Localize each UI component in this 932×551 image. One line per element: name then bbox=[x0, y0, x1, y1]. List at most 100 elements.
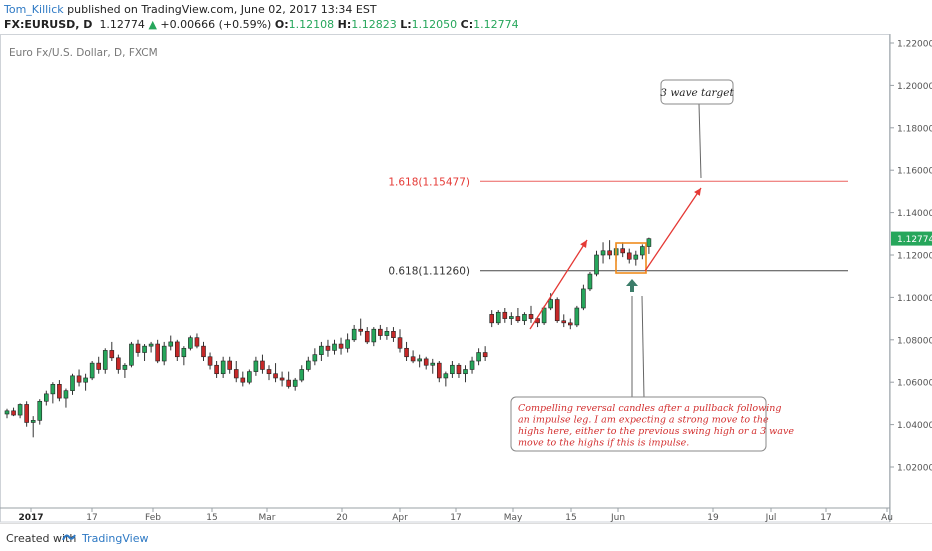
candle-body bbox=[305, 360, 311, 370]
candle-body bbox=[175, 341, 180, 358]
candle-body bbox=[30, 420, 36, 423]
y-tick-label: 1.16000 bbox=[897, 167, 932, 177]
target-callout bbox=[660, 79, 734, 105]
footer-bar: Created with TradingView bbox=[0, 523, 932, 551]
target-callout-text: 3 wave target bbox=[660, 87, 734, 99]
candle-body bbox=[364, 331, 370, 343]
candle-body bbox=[286, 379, 291, 387]
x-tick-label: 15 bbox=[565, 513, 576, 523]
candle-body bbox=[456, 364, 462, 375]
y-tick-label: 1.18000 bbox=[897, 124, 932, 134]
candle-body bbox=[70, 375, 75, 391]
candle-body bbox=[168, 341, 174, 347]
candle-body bbox=[430, 362, 436, 366]
projection-arrow-head bbox=[694, 188, 701, 196]
low-value: 1.12050 bbox=[411, 18, 458, 31]
candle-body bbox=[450, 364, 455, 375]
fib-level-label: 1.618(1.15477) bbox=[388, 176, 470, 188]
x-tick-label: 17 bbox=[450, 513, 461, 523]
last-price-tag-label: 1.12774 bbox=[897, 235, 932, 245]
candle-body bbox=[391, 331, 396, 338]
x-tick-label: Jun bbox=[610, 513, 625, 523]
candle-body bbox=[325, 345, 331, 351]
fib-level-label: 0.618(1.11260) bbox=[388, 266, 470, 278]
note-callout-text: Compelling reversal candles after a pull… bbox=[518, 403, 794, 449]
last-price-tag bbox=[891, 231, 932, 246]
y-tick-label: 1.14000 bbox=[897, 209, 932, 219]
candle-body bbox=[509, 316, 514, 319]
note-line: move to the highs if this is impulse. bbox=[518, 438, 689, 449]
candle-body bbox=[554, 299, 560, 322]
reversal-box bbox=[615, 242, 647, 274]
candle-body bbox=[63, 390, 69, 399]
candle-body bbox=[148, 343, 154, 347]
candle-body bbox=[76, 375, 82, 383]
candle-body bbox=[515, 316, 521, 322]
candle-body bbox=[404, 347, 409, 358]
candle-body bbox=[96, 362, 101, 370]
candle-body bbox=[266, 369, 272, 375]
high-label: H: bbox=[337, 18, 352, 31]
candle-body bbox=[181, 347, 187, 358]
close-value: 1.12774 bbox=[473, 18, 519, 31]
change-value: +0.00666 (+0.59%) bbox=[160, 18, 272, 31]
candle-body bbox=[116, 357, 121, 370]
target-pointer bbox=[698, 103, 702, 179]
last-price: 1.12774 bbox=[99, 18, 145, 31]
candle-body bbox=[253, 360, 259, 372]
candle-body bbox=[345, 339, 350, 349]
candle-body bbox=[83, 377, 88, 383]
close-label: C: bbox=[460, 18, 474, 31]
publish-line: Tom_Killick published on TradingView.com… bbox=[4, 3, 377, 16]
up-arrow-marker-icon bbox=[626, 279, 638, 292]
x-tick-label: 15 bbox=[206, 513, 217, 523]
candle-body bbox=[626, 252, 632, 260]
impulse-arrow-head bbox=[580, 240, 587, 248]
ohlc-line: FX:EURUSD, D 1.12774 ▲ +0.00666 (+0.59%)… bbox=[4, 18, 519, 31]
x-tick-label: Jul bbox=[765, 513, 777, 523]
x-tick-label: 19 bbox=[707, 513, 719, 523]
tradingview-brand[interactable]: TradingView bbox=[82, 532, 149, 545]
candle-body bbox=[43, 393, 49, 402]
y-tick-label: 1.22000 bbox=[897, 40, 932, 50]
candle-body bbox=[109, 350, 115, 359]
candle-body bbox=[476, 352, 481, 362]
x-tick-label: 2017 bbox=[18, 513, 43, 523]
tradingview-logo-icon bbox=[62, 534, 76, 541]
candle-body bbox=[567, 322, 573, 326]
y-tick-label: 1.20000 bbox=[897, 82, 932, 92]
projection-arrow bbox=[644, 187, 702, 272]
candle-body bbox=[161, 345, 167, 362]
note-line: an impulse leg. I am expecting a strong … bbox=[518, 415, 769, 426]
candle-body bbox=[384, 331, 390, 336]
candle-body bbox=[247, 371, 252, 383]
candle-body bbox=[142, 345, 147, 353]
price-chart[interactable]: Euro Fx/U.S. Dollar, D, FXCM 1.22000 1.200… bbox=[0, 34, 932, 523]
created-with-label: Created with bbox=[6, 532, 77, 545]
candle-body bbox=[24, 404, 29, 423]
candle-body bbox=[37, 400, 43, 421]
candle-body bbox=[17, 404, 23, 416]
candle-body bbox=[220, 360, 226, 375]
x-tick-label: 17 bbox=[820, 513, 831, 523]
chart-title: Euro Fx/U.S. Dollar, D, FXCM bbox=[9, 47, 158, 59]
up-triangle-icon: ▲ bbox=[148, 18, 157, 31]
y-tick-label: 1.12000 bbox=[897, 252, 932, 262]
candle-body bbox=[351, 328, 357, 341]
candle-body bbox=[319, 345, 324, 355]
candle-body bbox=[273, 373, 278, 379]
candle-body bbox=[299, 369, 305, 381]
impulse-arrow bbox=[529, 239, 588, 330]
x-tick-label: 17 bbox=[86, 513, 97, 523]
candle-body bbox=[561, 320, 567, 324]
candle-body bbox=[135, 343, 141, 353]
candle-body bbox=[502, 311, 508, 319]
candle-body bbox=[482, 352, 488, 358]
candle-body bbox=[122, 364, 128, 370]
candle-body bbox=[581, 288, 586, 309]
author-link[interactable]: Tom_Killick bbox=[4, 3, 64, 16]
candle-body bbox=[57, 384, 62, 399]
candle-body bbox=[240, 377, 246, 383]
candle-body bbox=[292, 379, 298, 387]
candle-body bbox=[227, 360, 232, 370]
